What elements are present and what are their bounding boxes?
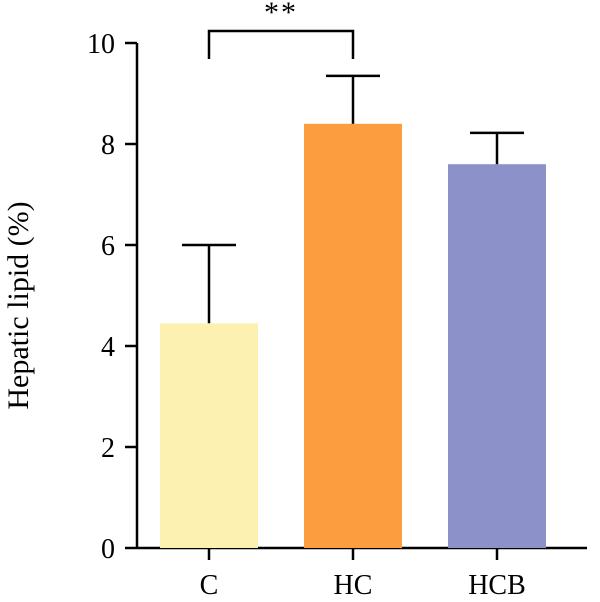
y-tick-label: 0: [101, 534, 115, 565]
x-tick-label: C: [200, 570, 219, 601]
error-bars: [182, 74, 524, 324]
y-tick-label: 4: [101, 332, 115, 363]
y-tick-label: 8: [101, 130, 115, 161]
y-tick-label: 10: [87, 29, 115, 60]
bar-hcb: [448, 164, 546, 548]
bar-c: [160, 323, 258, 548]
y-ticks: 0 2 4 6 8 10: [87, 29, 137, 565]
annotations: **: [207, 0, 355, 59]
x-tick-label: HC: [334, 570, 373, 601]
bar-hc: [304, 123, 402, 549]
bars: [160, 123, 546, 549]
y-tick-label: 6: [101, 231, 115, 262]
y-tick-label: 2: [101, 433, 115, 464]
x-tick-label: HCB: [468, 570, 526, 601]
y-axis-title: Hepatic lipid (%): [2, 201, 35, 409]
x-ticks: C HC HCB: [200, 548, 526, 601]
significance-bracket: [207, 29, 355, 59]
significance-label: **: [264, 0, 298, 29]
